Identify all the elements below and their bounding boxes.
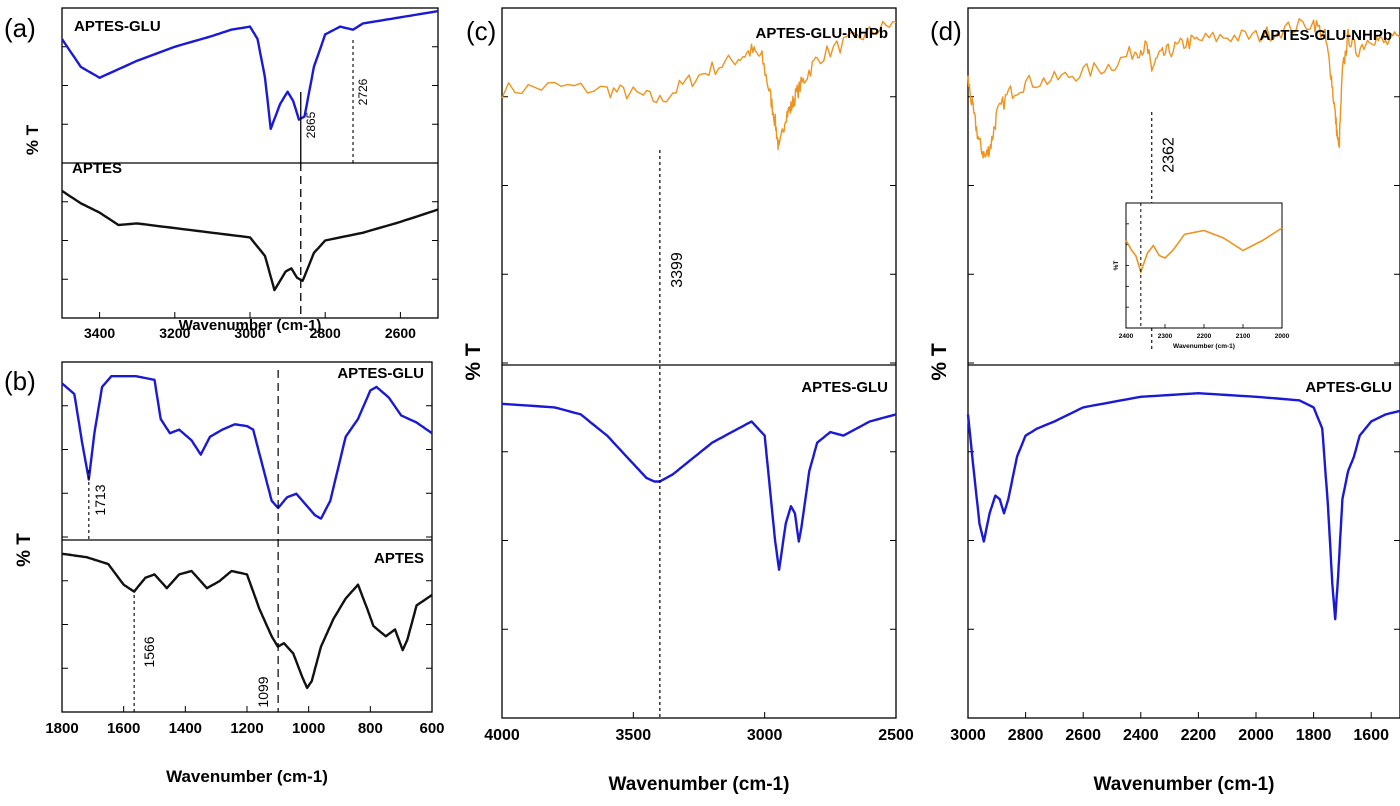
x-tick-label: 2400 bbox=[1123, 727, 1159, 744]
inset-y-label: %T bbox=[1113, 261, 1120, 271]
y-axis-label: % T bbox=[462, 343, 485, 381]
x-tick-label: 3000 bbox=[234, 325, 265, 341]
panel-letter-a: (a) bbox=[4, 13, 36, 43]
plot-frame bbox=[61, 361, 433, 713]
x-tick-label: 1000 bbox=[292, 720, 325, 737]
x-tick-label: 1400 bbox=[169, 720, 202, 737]
chart-panel-d: 3000 2800 2600 2400 2200 2000 1800 1600 Wavenumb… bbox=[928, 7, 1400, 795]
x-tick-label: 2000 bbox=[1238, 727, 1274, 744]
x-tick-label: 2600 bbox=[385, 325, 416, 341]
series-label: APTES-GLU-NHPb bbox=[1260, 27, 1393, 44]
x-tick-label: 3000 bbox=[747, 727, 783, 744]
x-tick-label: 3500 bbox=[616, 727, 652, 744]
x-tick-label: 2600 bbox=[1065, 727, 1101, 744]
x-tick-label: 1200 bbox=[230, 720, 263, 737]
y-axis-label: % T bbox=[928, 343, 951, 381]
series-label: APTES-GLU-NHPb bbox=[756, 25, 889, 42]
x-axis-label: Wavenumber (cm-1) bbox=[179, 317, 322, 334]
series-line-aptes-glu-nhpb bbox=[967, 18, 1400, 159]
x-tick-label: 4000 bbox=[484, 727, 520, 744]
x-axis-label: Wavenumber (cm-1) bbox=[1094, 774, 1275, 795]
inset-series-line bbox=[1125, 227, 1283, 275]
panel-letter-b: (b) bbox=[4, 366, 36, 396]
x-axis-label: Wavenumber (cm-1) bbox=[166, 767, 328, 786]
x-tick-label: 1600 bbox=[107, 720, 140, 737]
annotation-label: 3399 bbox=[669, 252, 686, 288]
x-tick-label: 2200 bbox=[1181, 727, 1217, 744]
inset-x-tick-label: 2000 bbox=[1275, 333, 1290, 340]
series-line-aptes-glu bbox=[501, 402, 897, 571]
x-tick-label: 3000 bbox=[950, 727, 986, 744]
inset-chart: 2400 2300 2200 2100 2000 Wavenumber (cm-1) %T bbox=[1113, 202, 1290, 350]
series-line-aptes bbox=[61, 189, 439, 292]
chart-panel-b: 1800 1600 1400 1200 1000 800 600 Wavenumber (cm… bbox=[14, 361, 445, 786]
series-label: APTES bbox=[374, 550, 424, 567]
annotation-label: 1713 bbox=[92, 484, 108, 515]
x-tick-label: 800 bbox=[358, 720, 383, 737]
y-axis-label: % T bbox=[23, 124, 42, 155]
series-label: APTES bbox=[72, 160, 122, 177]
plot-frame bbox=[501, 7, 897, 719]
series-label: APTES-GLU bbox=[74, 18, 161, 35]
annotation-label: 2362 bbox=[1161, 137, 1178, 173]
inset-x-tick-label: 2300 bbox=[1158, 333, 1173, 340]
y-axis-label: % T bbox=[14, 533, 35, 567]
panel-letter-d: (d) bbox=[930, 16, 962, 46]
x-tick-label: 2800 bbox=[310, 325, 341, 341]
chart-panel-a: 3400 3200 3000 2800 2600 Wavenumber (cm-1) % T… bbox=[23, 7, 439, 341]
inset-x-label: Wavenumber (cm-1) bbox=[1173, 343, 1235, 350]
x-tick-label: 3400 bbox=[84, 325, 115, 341]
x-tick-label: 600 bbox=[419, 720, 444, 737]
x-tick-label: 1800 bbox=[45, 720, 78, 737]
series-label: APTES-GLU bbox=[1305, 379, 1392, 396]
annotation-label: 2726 bbox=[356, 78, 370, 105]
series-line-aptes-glu bbox=[61, 375, 433, 520]
x-tick-label: 2500 bbox=[878, 727, 914, 744]
series-line-aptes-glu bbox=[60, 9, 439, 131]
chart-panel-c: 4000 3500 3000 2500 Wavenumber (cm-1) % T APTE… bbox=[462, 7, 914, 795]
panel-letter-c: (c) bbox=[466, 16, 496, 46]
inset-x-tick-label: 2200 bbox=[1197, 333, 1212, 340]
series-label: APTES-GLU bbox=[337, 365, 424, 382]
inset-x-tick-label: 2100 bbox=[1236, 333, 1251, 340]
inset-frame bbox=[1125, 202, 1283, 329]
series-line-aptes-glu bbox=[966, 392, 1400, 621]
series-line-aptes bbox=[61, 552, 433, 690]
x-tick-label: 2800 bbox=[1008, 727, 1044, 744]
annotation-label: 2865 bbox=[304, 111, 318, 138]
inset-x-tick-label: 2400 bbox=[1119, 333, 1134, 340]
x-tick-label: 3200 bbox=[159, 325, 190, 341]
series-label: APTES-GLU bbox=[801, 379, 888, 396]
annotation-label: 1099 bbox=[255, 676, 271, 707]
x-tick-label: 1600 bbox=[1353, 727, 1389, 744]
x-axis-label: Wavenumber (cm-1) bbox=[609, 774, 790, 795]
annotation-label: 1566 bbox=[141, 636, 157, 667]
series-line-aptes-glu-nhpb bbox=[501, 20, 897, 151]
x-tick-label: 1800 bbox=[1296, 727, 1332, 744]
